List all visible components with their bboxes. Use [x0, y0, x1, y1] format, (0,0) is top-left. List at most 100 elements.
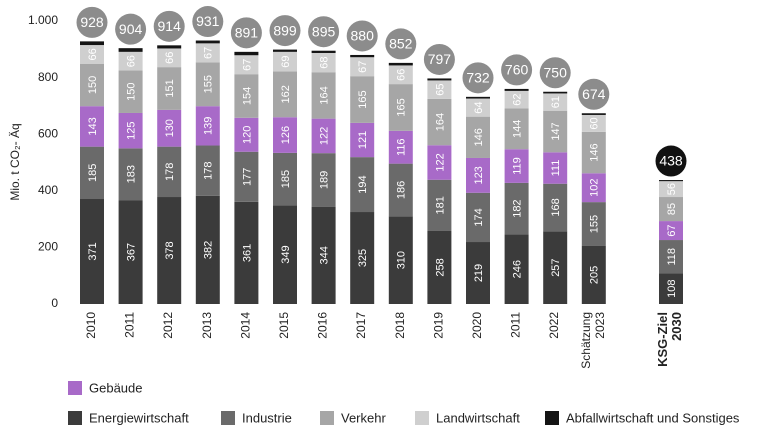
bar-segment: [466, 98, 490, 117]
bar-segment: [543, 110, 568, 153]
bar-segment: [157, 45, 182, 49]
value-label: 66: [396, 69, 408, 81]
legend-swatch: [68, 411, 82, 425]
bar-segment: [80, 106, 104, 147]
total-bubble: [115, 13, 147, 45]
value-label: 67: [666, 224, 678, 236]
value-label: 189: [319, 171, 331, 189]
bar-segment: [659, 273, 683, 304]
bar-segment: [273, 152, 297, 206]
legend-swatch: [320, 411, 334, 425]
x-tick-label: Schätzung2023: [579, 312, 607, 369]
bar-segment: [195, 62, 220, 107]
value-label: 69: [280, 55, 292, 67]
total-label: 928: [80, 14, 104, 30]
bar-segment: [581, 114, 606, 132]
bar-segment: [350, 212, 375, 304]
value-label: 164: [319, 86, 331, 104]
bar-segment: [195, 40, 220, 44]
value-label: 67: [357, 61, 369, 73]
bar-segment: [118, 70, 143, 113]
x-tick-label: 2011: [123, 312, 137, 338]
value-label: 165: [396, 98, 408, 116]
bar-segment: [581, 202, 606, 246]
bar-segment: [466, 116, 490, 158]
total-label: 852: [389, 36, 413, 52]
bar-segment: [118, 48, 143, 52]
value-label: 165: [357, 90, 369, 108]
legend-label: Landwirtschaft: [436, 410, 520, 425]
legend-swatch: [221, 411, 235, 425]
total-bubble: [76, 6, 108, 38]
bar-segment: [157, 67, 182, 110]
value-label: 151: [164, 79, 176, 97]
bar-segment: [659, 180, 683, 182]
value-label: 186: [396, 181, 408, 199]
bar-segment: [427, 145, 452, 180]
bar-segment: [157, 146, 182, 198]
x-tick-label: 2013: [200, 312, 214, 339]
bar-segment: [311, 118, 336, 154]
value-label: 367: [126, 243, 138, 261]
total-bubble: [578, 78, 610, 110]
bar-segment: [118, 148, 143, 201]
total-label: 880: [351, 28, 375, 44]
y-tick-label: 600: [38, 126, 58, 140]
bar-segment: [273, 117, 297, 153]
bar-segment: [80, 146, 104, 200]
total-label: 438: [659, 153, 683, 169]
bar-segment: [311, 72, 336, 119]
value-label: 371: [87, 242, 99, 260]
x-tick-label: 2019: [432, 312, 446, 339]
value-label: 61: [550, 96, 562, 108]
value-label: 382: [203, 241, 215, 259]
total-label: 904: [119, 21, 143, 37]
bar-segment: [80, 41, 104, 46]
value-label: 154: [241, 87, 253, 105]
value-label: 130: [164, 119, 176, 137]
bar-segment: [388, 216, 413, 304]
bar-segment: [543, 183, 568, 232]
value-label: 185: [87, 164, 99, 182]
bar-segment: [350, 54, 375, 58]
total-label: 931: [196, 13, 220, 29]
bar-segment: [311, 52, 336, 73]
bar-segment: [581, 245, 606, 304]
total-bubble: [230, 17, 262, 49]
bar-segment: [543, 91, 568, 94]
bar-segment: [504, 149, 529, 183]
value-label: 246: [512, 260, 524, 278]
bar-segment: [504, 108, 529, 150]
bar-segment: [427, 78, 452, 81]
value-label: 344: [319, 246, 331, 264]
legend-label: Gebäude: [89, 380, 143, 395]
value-label: 194: [357, 175, 369, 193]
value-label: 121: [357, 131, 369, 149]
bar-segment: [311, 50, 336, 53]
total-label: 750: [544, 64, 568, 80]
value-label: 310: [396, 251, 408, 269]
bar-segment: [581, 131, 606, 174]
legend-swatch: [545, 411, 559, 425]
value-label: 66: [164, 52, 176, 64]
bar-segment: [427, 98, 452, 146]
value-label: 361: [241, 244, 253, 262]
x-tick-label: 2022: [547, 312, 561, 339]
value-label: 162: [280, 85, 292, 103]
value-label: 349: [280, 245, 292, 263]
bar-segment: [350, 157, 375, 213]
total-bubble: [501, 54, 533, 86]
bar-segment: [659, 221, 683, 241]
value-label: 65: [434, 84, 446, 96]
bar-segment: [504, 88, 529, 91]
value-label: 183: [126, 165, 138, 183]
bar-segment: [311, 153, 336, 207]
value-label: 143: [87, 117, 99, 135]
bar-segment: [659, 197, 683, 222]
bar-segment: [273, 49, 297, 52]
value-label: 102: [589, 179, 601, 197]
total-bubble: [269, 15, 301, 47]
total-bubble: [153, 10, 185, 42]
x-tick-label: KSG-Ziel2030: [655, 312, 684, 367]
bar-segment: [388, 84, 413, 131]
